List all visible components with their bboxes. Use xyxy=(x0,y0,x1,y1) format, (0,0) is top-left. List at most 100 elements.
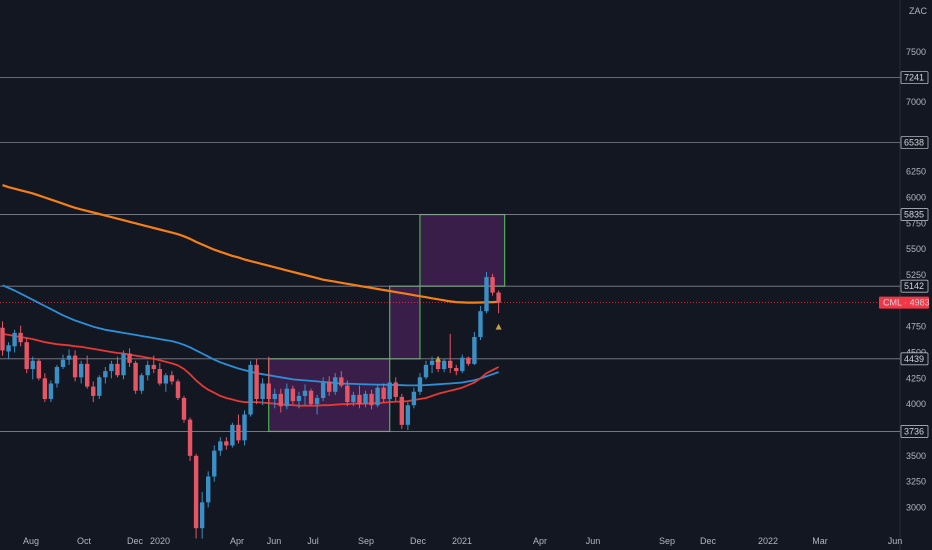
candle-body[interactable] xyxy=(411,391,417,406)
candle-body[interactable] xyxy=(109,363,114,372)
candle-body[interactable] xyxy=(103,371,108,378)
candle-body[interactable] xyxy=(478,311,483,338)
candle-body[interactable] xyxy=(302,390,308,396)
x-tick-label: Jun xyxy=(888,536,903,546)
candle-body[interactable] xyxy=(6,345,11,352)
candle-body[interactable] xyxy=(60,359,66,367)
candle-body[interactable] xyxy=(85,363,90,387)
candle-body[interactable] xyxy=(24,342,29,370)
candle-body[interactable] xyxy=(254,364,259,400)
candle-body[interactable] xyxy=(272,393,277,400)
candle-body[interactable] xyxy=(139,375,144,391)
x-tick-label: Dec xyxy=(410,536,427,546)
candle-body[interactable] xyxy=(230,424,235,446)
candle-body[interactable] xyxy=(441,360,447,370)
candle-body[interactable] xyxy=(151,364,156,370)
candle-body[interactable] xyxy=(157,369,162,384)
candle-body[interactable] xyxy=(278,393,283,407)
candle-body[interactable] xyxy=(0,327,5,351)
candle-body[interactable] xyxy=(454,368,459,372)
candle-body[interactable] xyxy=(181,397,187,420)
candle-body[interactable] xyxy=(163,375,169,384)
candle-body[interactable] xyxy=(133,362,138,391)
candle-body[interactable] xyxy=(127,353,132,363)
candle-body[interactable] xyxy=(36,360,41,379)
candle-body[interactable] xyxy=(429,360,435,365)
candle-body[interactable] xyxy=(187,419,193,456)
candle-body[interactable] xyxy=(175,381,181,398)
candle-body[interactable] xyxy=(248,364,253,415)
zone-rectangle-2[interactable] xyxy=(419,213,506,287)
candle-body[interactable] xyxy=(314,397,320,405)
candle-body[interactable] xyxy=(48,383,54,400)
candle-body[interactable] xyxy=(72,355,78,378)
candle-body[interactable] xyxy=(393,382,398,397)
candle-body[interactable] xyxy=(351,394,356,403)
candle-body[interactable] xyxy=(224,441,229,446)
y-tick-label: 5750 xyxy=(906,218,926,228)
candle-body[interactable] xyxy=(484,277,489,312)
candle-body[interactable] xyxy=(308,390,314,405)
candle-body[interactable] xyxy=(369,393,374,406)
candle-body[interactable] xyxy=(115,363,120,376)
candle-body[interactable] xyxy=(218,441,223,451)
candle-body[interactable] xyxy=(387,382,392,400)
candle-body[interactable] xyxy=(339,377,344,386)
candle-body[interactable] xyxy=(381,387,386,400)
signal-triangle-marker xyxy=(435,355,442,362)
y-tick-label: 6250 xyxy=(906,167,926,177)
candle-body[interactable] xyxy=(242,414,247,441)
candle-body[interactable] xyxy=(284,388,290,407)
candle-body[interactable] xyxy=(236,424,241,441)
candle-body[interactable] xyxy=(199,502,205,529)
level-price-tag-text: 3736 xyxy=(904,426,924,436)
candle-body[interactable] xyxy=(296,395,302,402)
candle-body[interactable] xyxy=(266,383,271,400)
candle-body[interactable] xyxy=(417,377,423,392)
candle-body[interactable] xyxy=(97,377,102,396)
candle-body[interactable] xyxy=(472,337,477,364)
candle-body[interactable] xyxy=(496,292,501,303)
candle-body[interactable] xyxy=(423,364,429,378)
candle-body[interactable] xyxy=(327,381,332,392)
x-tick-label: Dec xyxy=(700,536,717,546)
y-tick-label: 3000 xyxy=(906,503,926,513)
candle-body[interactable] xyxy=(54,366,60,384)
candle-body[interactable] xyxy=(333,377,338,392)
candle-body[interactable] xyxy=(399,396,404,425)
ema200-line[interactable] xyxy=(2,184,499,304)
candle-body[interactable] xyxy=(435,360,441,370)
candle-body[interactable] xyxy=(375,387,380,406)
candle-body[interactable] xyxy=(193,455,199,529)
candle-body[interactable] xyxy=(345,385,350,403)
candle-body[interactable] xyxy=(320,381,326,398)
candle-body[interactable] xyxy=(490,277,495,293)
last-price-tag xyxy=(879,296,929,309)
candle-body[interactable] xyxy=(30,360,35,370)
signal-triangle-marker xyxy=(495,323,502,330)
candle-body[interactable] xyxy=(206,476,211,503)
candle-body[interactable] xyxy=(290,388,296,402)
candle-body[interactable] xyxy=(357,394,362,405)
candle-body[interactable] xyxy=(18,332,23,343)
candle-body[interactable] xyxy=(466,357,471,364)
candle-body[interactable] xyxy=(121,353,126,376)
candle-body[interactable] xyxy=(91,386,96,396)
candle-body[interactable] xyxy=(78,363,84,378)
candle-body[interactable] xyxy=(66,355,72,360)
candle-body[interactable] xyxy=(460,357,465,372)
candle-body[interactable] xyxy=(260,383,265,400)
candle-body[interactable] xyxy=(169,375,175,382)
candle-body[interactable] xyxy=(145,364,150,376)
zone-rectangle-1[interactable] xyxy=(389,285,421,360)
candle-body[interactable] xyxy=(212,450,217,477)
candle-body[interactable] xyxy=(363,393,368,405)
x-tick-label: Sep xyxy=(659,536,675,546)
candle-body[interactable] xyxy=(448,360,453,369)
candle-body[interactable] xyxy=(12,332,17,347)
candle-body[interactable] xyxy=(405,405,411,425)
y-tick-label: 4750 xyxy=(906,322,926,332)
candle-body[interactable] xyxy=(42,378,48,400)
x-tick-label: Jun xyxy=(586,536,601,546)
